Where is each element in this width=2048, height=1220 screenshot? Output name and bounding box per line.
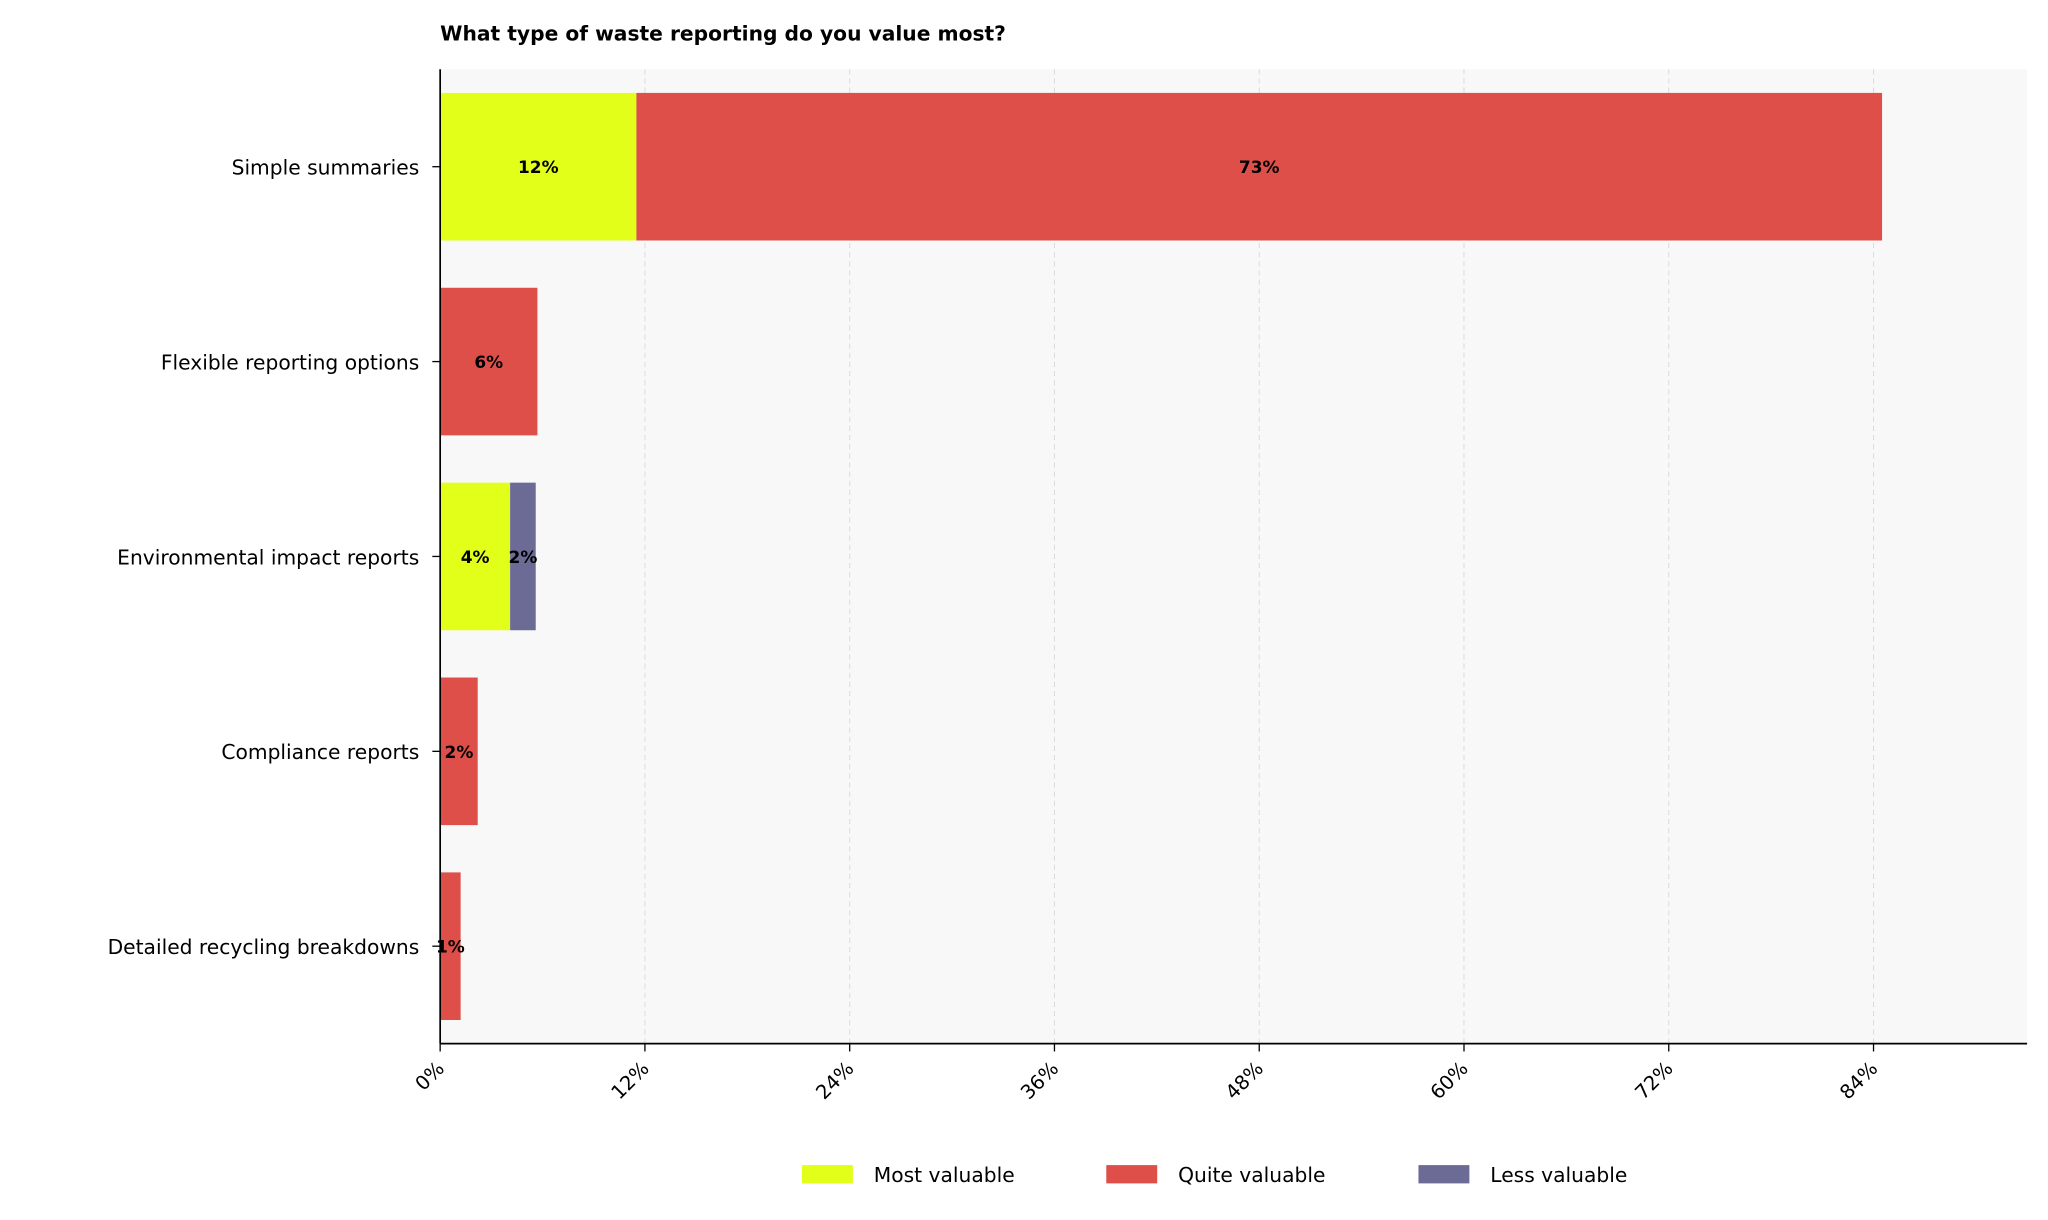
bar-segment bbox=[636, 92, 1883, 241]
bar-segment bbox=[440, 92, 637, 241]
x-tick-label: 0% bbox=[411, 1057, 449, 1095]
data-label: 12% bbox=[518, 158, 559, 178]
x-tick-label: 36% bbox=[1016, 1057, 1063, 1104]
y-tick-label: Flexible reporting options bbox=[161, 350, 419, 374]
x-tick-label: 84% bbox=[1835, 1057, 1882, 1104]
bar-segment bbox=[510, 482, 536, 631]
bar-segment bbox=[440, 677, 478, 826]
chart-title: What type of waste reporting do you valu… bbox=[440, 22, 1006, 46]
x-tick-label: 60% bbox=[1426, 1057, 1473, 1104]
y-tick-label: Detailed recycling breakdowns bbox=[108, 935, 420, 959]
y-tick-label: Simple summaries bbox=[232, 156, 420, 180]
data-label: 6% bbox=[474, 353, 503, 373]
bar-segment bbox=[440, 287, 538, 436]
legend-swatch bbox=[1418, 1165, 1470, 1184]
x-tick-label: 48% bbox=[1221, 1057, 1268, 1104]
x-tick-label: 24% bbox=[811, 1057, 858, 1104]
y-tick-label: Compliance reports bbox=[221, 740, 419, 764]
data-label: 2% bbox=[445, 743, 474, 763]
x-tick-label: 12% bbox=[607, 1057, 654, 1104]
x-tick-label: 72% bbox=[1630, 1057, 1677, 1104]
bar-segment bbox=[440, 872, 461, 1020]
legend-swatch bbox=[801, 1165, 853, 1184]
bar-segment bbox=[440, 482, 511, 631]
data-label: 2% bbox=[509, 548, 538, 568]
legend-label: Less valuable bbox=[1490, 1163, 1627, 1187]
data-label: 4% bbox=[461, 548, 490, 568]
legend-label: Most valuable bbox=[874, 1163, 1015, 1187]
legend-label: Quite valuable bbox=[1178, 1163, 1325, 1187]
data-label: 73% bbox=[1239, 158, 1280, 178]
data-label: 1% bbox=[436, 938, 465, 958]
legend-swatch bbox=[1106, 1165, 1158, 1184]
y-tick-label: Environmental impact reports bbox=[117, 545, 419, 569]
